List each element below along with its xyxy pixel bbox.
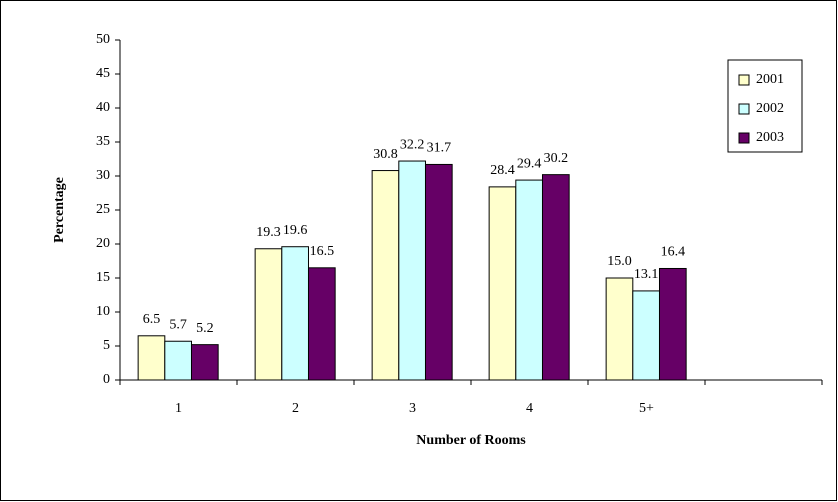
x-tick-label: 4 (526, 401, 533, 416)
y-tick-label: 40 (96, 100, 110, 115)
bar (164, 340, 192, 381)
data-label: 16.5 (310, 244, 335, 259)
bar (307, 267, 336, 381)
bar (541, 174, 570, 381)
data-label: 28.4 (490, 163, 515, 178)
bar (605, 277, 634, 381)
y-tick-label: 15 (96, 270, 110, 285)
legend-swatch (738, 74, 750, 86)
y-tick-label: 50 (96, 32, 110, 47)
data-label: 6.5 (143, 312, 161, 327)
data-label: 30.8 (373, 147, 398, 162)
bar (371, 170, 400, 381)
legend-label: 2002 (756, 101, 784, 116)
bar (488, 186, 517, 381)
y-tick-label: 5 (103, 338, 110, 353)
y-tick-label: 25 (96, 202, 110, 217)
legend-swatch (738, 132, 750, 144)
data-label: 19.3 (256, 225, 281, 240)
y-tick-label: 45 (96, 66, 110, 81)
bar (190, 344, 219, 381)
data-label: 32.2 (400, 137, 425, 152)
data-label: 30.2 (544, 151, 569, 166)
x-axis-title: Number of Rooms (416, 433, 526, 448)
y-axis-title: Percentage (52, 177, 67, 243)
y-tick-label: 0 (103, 372, 110, 387)
y-tick-label: 20 (96, 236, 110, 251)
y-tick-label: 10 (96, 304, 110, 319)
y-tick-label: 35 (96, 134, 110, 149)
data-label: 31.7 (427, 141, 452, 156)
data-label: 13.1 (634, 267, 659, 282)
data-label: 15.0 (607, 254, 632, 269)
bar (398, 160, 426, 381)
bar (658, 267, 687, 381)
legend-label: 2001 (756, 72, 784, 87)
data-label: 19.6 (283, 223, 308, 238)
bar (515, 179, 543, 381)
x-tick-label: 2 (292, 401, 299, 416)
data-label: 5.7 (169, 317, 187, 332)
bar (137, 335, 166, 381)
y-tick-label: 30 (96, 168, 110, 183)
data-label: 16.4 (661, 245, 686, 260)
x-tick-label: 3 (409, 401, 416, 416)
x-tick-label: 5+ (639, 401, 654, 416)
x-tick-label: 1 (175, 401, 182, 416)
bar (424, 163, 453, 381)
data-label: 29.4 (517, 156, 542, 171)
bar (632, 290, 660, 381)
data-label: 5.2 (196, 321, 214, 336)
bar (254, 248, 283, 381)
legend-label: 2003 (756, 130, 784, 145)
bar (281, 246, 309, 381)
legend-swatch (738, 103, 750, 115)
